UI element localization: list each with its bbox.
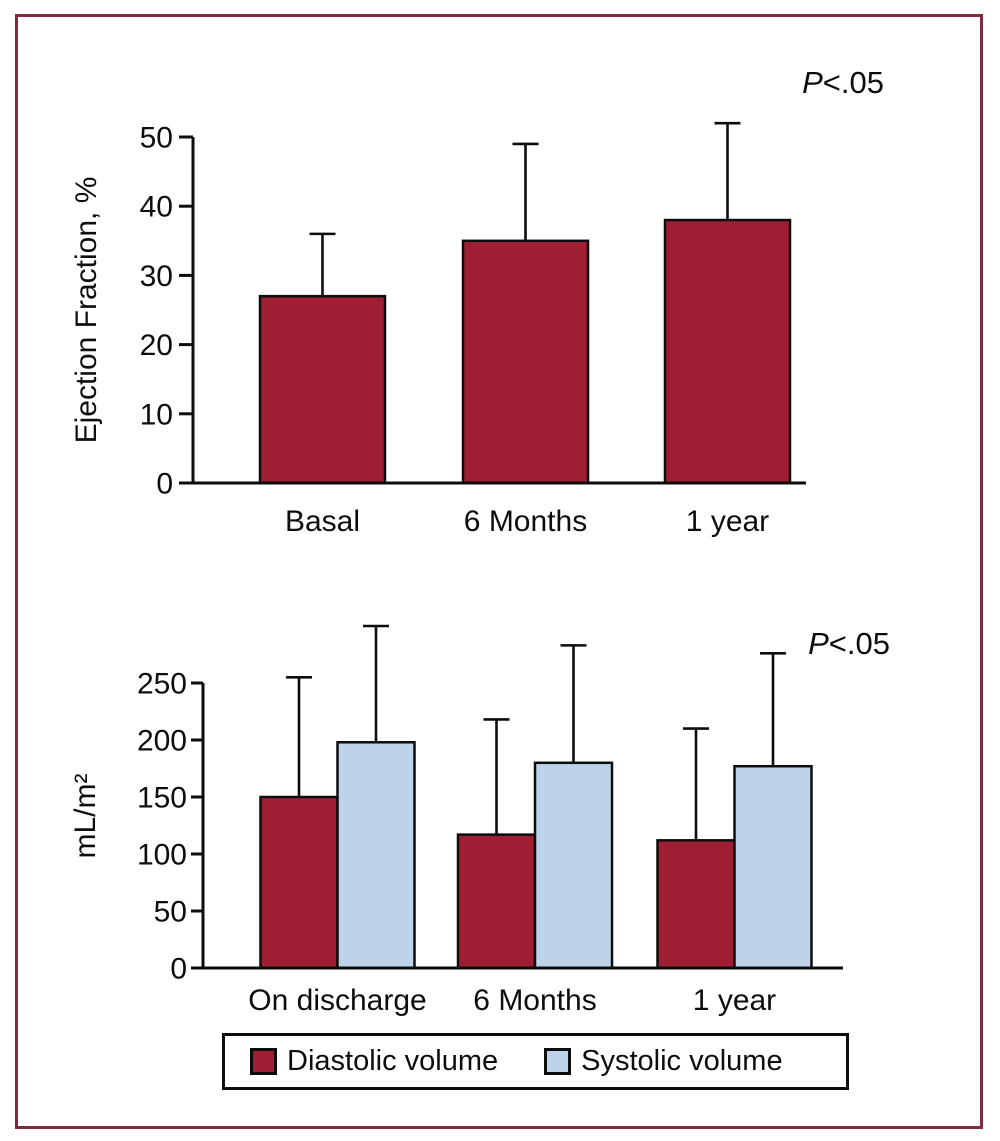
y-tick-label: 0 [170,953,187,986]
y-tick-label: 100 [137,839,187,872]
bar [533,761,614,970]
y-tick-label: 200 [137,725,187,758]
legend-item-systolic: Systolic volume [544,1045,783,1077]
x-category-label: 6 Months [464,505,587,538]
legend-label-systolic: Systolic volume [581,1045,783,1077]
bar [656,839,736,970]
chart-legend: Diastolic volume Systolic volume [222,1033,849,1090]
bar [259,795,339,970]
y-tick-label: 30 [140,260,173,293]
bar [733,764,813,970]
x-category-label: 1 year [693,984,776,1017]
y-tick-label: 40 [140,191,173,224]
p-value-italic: P [808,626,829,661]
y-tick-label: 150 [137,782,187,815]
x-category-label: On discharge [248,984,426,1017]
bar [456,833,537,970]
y-tick-label: 10 [140,398,173,431]
p-value-annotation: P<.05 [808,626,890,661]
y-axis-label: mL/m² [69,774,102,859]
x-category-label: 6 Months [473,984,596,1017]
p-value-rest: <.05 [829,626,890,661]
p-value-rest: <.05 [823,65,884,100]
x-category-label: 1 year [686,505,769,538]
legend-item-diastolic: Diastolic volume [250,1047,498,1076]
y-tick-label: 50 [154,896,187,929]
y-tick-label: 250 [137,668,187,701]
y-tick-label: 20 [140,329,173,362]
y-tick-label: 0 [156,468,173,501]
legend-swatch-diastolic [250,1048,277,1075]
bar [258,294,387,485]
bar [461,239,590,485]
bar [336,741,416,970]
y-tick-label: 50 [140,122,173,155]
legend-swatch-systolic [544,1048,572,1075]
p-value-italic: P [802,65,823,100]
bar [663,218,792,485]
x-category-label: Basal [285,505,360,538]
p-value-annotation: P<.05 [802,65,884,100]
legend-label-diastolic: Diastolic volume [287,1045,499,1077]
y-axis-label: Ejection Fraction, % [70,177,103,444]
